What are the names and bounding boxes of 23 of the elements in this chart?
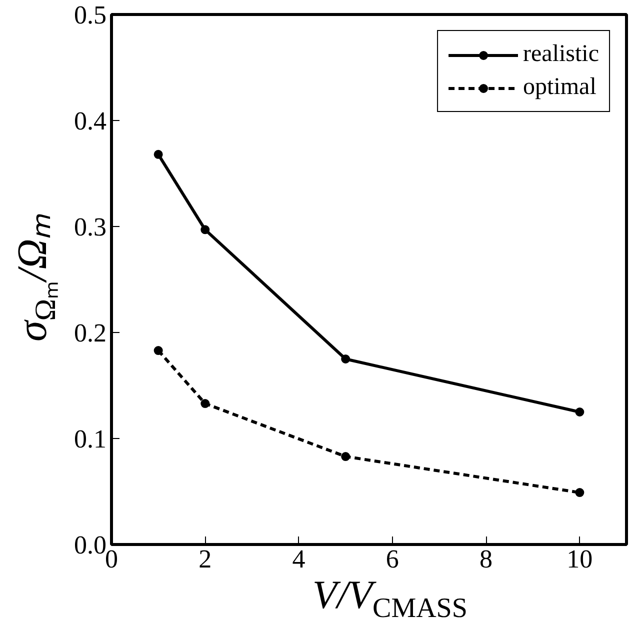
y-tick-label: 0.5: [74, 0, 106, 30]
y-tick-label: 0.1: [74, 424, 106, 454]
x-tick-label: 4: [292, 544, 306, 574]
point: [341, 452, 350, 462]
legend-label: realistic: [523, 41, 599, 68]
x-tick-label: 2: [198, 544, 212, 574]
x-tick-label: 0: [105, 544, 118, 574]
x-tick-label: 8: [480, 544, 493, 574]
point: [200, 399, 210, 408]
point: [575, 408, 584, 416]
x-tick-label: 10: [566, 544, 593, 574]
point: [341, 354, 350, 364]
point: [154, 346, 163, 356]
y-tick-label: 0.0: [74, 530, 106, 560]
legend-label: optimal: [523, 74, 596, 101]
point: [575, 488, 584, 498]
y-tick-label: 0.3: [74, 212, 106, 242]
point: [154, 150, 163, 159]
y-tick-label: 0.4: [74, 106, 106, 136]
point: [200, 225, 210, 234]
x-tick-label: 6: [386, 544, 399, 574]
x-axis-title: V/V$_{CMASS}$: [312, 572, 468, 626]
y-tick-label: 0.2: [74, 318, 106, 348]
